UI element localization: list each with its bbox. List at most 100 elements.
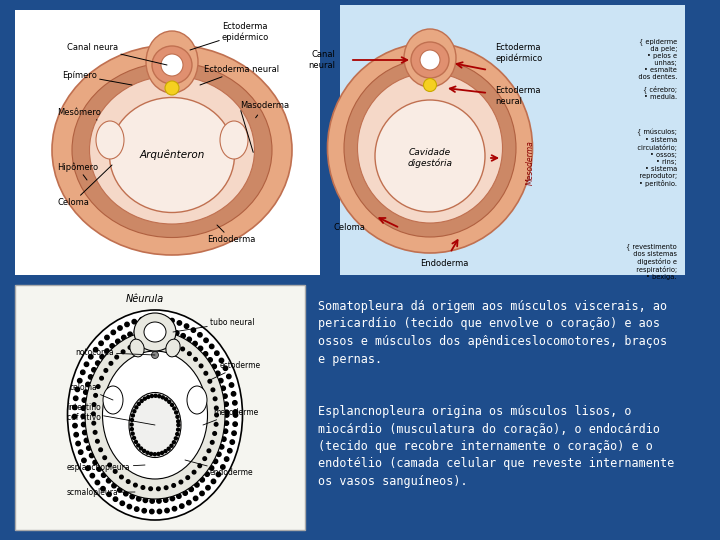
Circle shape xyxy=(81,406,86,410)
Circle shape xyxy=(81,422,86,427)
Circle shape xyxy=(132,436,135,440)
Circle shape xyxy=(140,400,143,402)
Circle shape xyxy=(96,440,99,443)
Circle shape xyxy=(92,421,96,425)
Circle shape xyxy=(111,330,115,335)
Text: intestino
cef ritivo: intestino cef ritivo xyxy=(67,403,155,425)
Circle shape xyxy=(157,499,161,503)
Circle shape xyxy=(134,483,138,487)
Circle shape xyxy=(99,448,102,451)
Circle shape xyxy=(150,339,154,343)
Text: Ectoderma
epidérmico: Ectoderma epidérmico xyxy=(190,22,269,50)
Ellipse shape xyxy=(72,63,272,238)
Circle shape xyxy=(81,414,86,418)
Circle shape xyxy=(91,412,95,416)
Ellipse shape xyxy=(89,76,254,224)
Circle shape xyxy=(127,504,132,509)
Circle shape xyxy=(220,465,225,469)
Circle shape xyxy=(203,352,208,356)
Circle shape xyxy=(171,403,174,407)
Circle shape xyxy=(122,335,126,340)
Text: Somatopleura dá origem aos músculos viscerais, ao
pericardíio (tecido que envolv: Somatopleura dá origem aos músculos visc… xyxy=(318,300,667,366)
Circle shape xyxy=(179,480,183,484)
Circle shape xyxy=(157,453,160,455)
Circle shape xyxy=(210,441,214,444)
Circle shape xyxy=(168,329,172,333)
Circle shape xyxy=(216,472,220,477)
Circle shape xyxy=(116,339,120,343)
Circle shape xyxy=(176,428,179,431)
Circle shape xyxy=(118,326,122,330)
Circle shape xyxy=(230,440,235,444)
Circle shape xyxy=(128,346,132,349)
Circle shape xyxy=(219,379,223,383)
Circle shape xyxy=(120,475,123,479)
Circle shape xyxy=(170,496,174,501)
Circle shape xyxy=(233,422,238,427)
Text: Masoderma: Masoderma xyxy=(240,101,289,118)
Circle shape xyxy=(175,411,178,414)
Circle shape xyxy=(213,459,217,463)
Text: Nêurula: Nêurula xyxy=(126,294,164,304)
Ellipse shape xyxy=(85,331,225,499)
Circle shape xyxy=(137,444,140,447)
Circle shape xyxy=(227,374,231,379)
Ellipse shape xyxy=(404,29,456,87)
Text: endoderme: endoderme xyxy=(185,460,253,477)
Circle shape xyxy=(92,403,96,406)
Circle shape xyxy=(161,396,164,399)
Circle shape xyxy=(225,413,229,417)
Text: notocorda: notocorda xyxy=(75,348,155,357)
Circle shape xyxy=(167,447,170,450)
Circle shape xyxy=(147,316,151,321)
Circle shape xyxy=(104,349,109,353)
Circle shape xyxy=(198,464,202,468)
Circle shape xyxy=(158,340,162,343)
Circle shape xyxy=(127,480,130,483)
Circle shape xyxy=(173,407,176,410)
Circle shape xyxy=(208,357,212,362)
Circle shape xyxy=(186,501,191,505)
Circle shape xyxy=(101,487,105,491)
Text: Celoma: Celoma xyxy=(333,224,365,233)
Circle shape xyxy=(150,509,154,514)
FancyBboxPatch shape xyxy=(340,5,685,275)
Circle shape xyxy=(84,390,88,394)
Circle shape xyxy=(104,369,108,372)
Circle shape xyxy=(135,342,139,346)
Circle shape xyxy=(215,371,220,375)
Text: { cérebro;
• medula.: { cérebro; • medula. xyxy=(643,86,677,100)
Circle shape xyxy=(212,364,217,369)
Circle shape xyxy=(138,402,140,406)
Ellipse shape xyxy=(151,352,158,359)
Circle shape xyxy=(89,355,93,359)
Text: Mesômero: Mesômero xyxy=(57,108,101,120)
Circle shape xyxy=(211,388,215,392)
Circle shape xyxy=(82,398,86,402)
Circle shape xyxy=(172,484,176,487)
Circle shape xyxy=(174,330,179,335)
Circle shape xyxy=(223,429,228,434)
Circle shape xyxy=(162,317,167,321)
Circle shape xyxy=(75,387,80,392)
Circle shape xyxy=(163,498,168,502)
Circle shape xyxy=(131,414,135,417)
Circle shape xyxy=(94,348,98,352)
Circle shape xyxy=(84,438,89,443)
Ellipse shape xyxy=(166,339,180,357)
Circle shape xyxy=(154,394,157,397)
Circle shape xyxy=(155,316,159,321)
Circle shape xyxy=(148,327,152,332)
Ellipse shape xyxy=(96,121,124,159)
Circle shape xyxy=(194,496,198,501)
Circle shape xyxy=(140,447,143,450)
Circle shape xyxy=(176,420,180,423)
Text: Endoderma: Endoderma xyxy=(207,225,256,244)
Text: Ectoderma
epidérmico: Ectoderma epidérmico xyxy=(495,43,542,63)
Circle shape xyxy=(125,322,129,327)
Circle shape xyxy=(189,487,194,491)
Circle shape xyxy=(113,470,117,473)
Circle shape xyxy=(113,497,117,501)
Circle shape xyxy=(142,509,146,513)
Circle shape xyxy=(204,338,208,342)
